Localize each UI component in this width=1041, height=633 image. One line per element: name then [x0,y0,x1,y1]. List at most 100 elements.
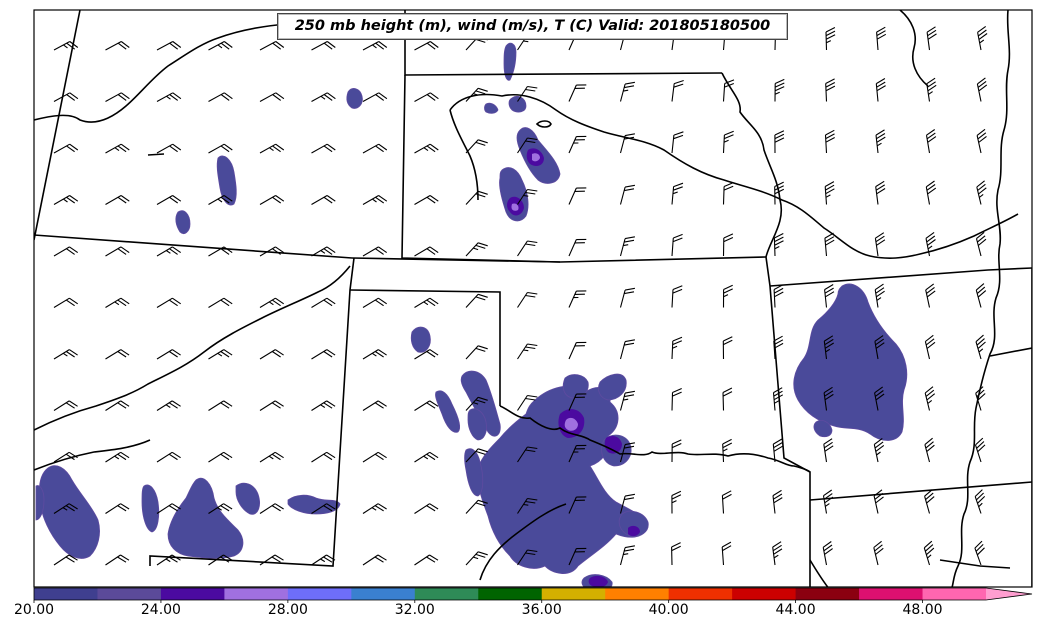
field-streak-3 [410,326,431,353]
wind-barb [671,79,684,102]
wind-barb [53,195,79,205]
wind-barb [823,335,834,360]
colorbar-swatch [795,588,860,600]
wind-barb [465,242,488,257]
wind-barb [259,246,285,257]
colorbar-tick-label: 28.00 [267,602,308,618]
wind-barb [925,180,937,205]
wind-barb [259,195,285,205]
wind-barb [259,143,285,154]
wind-barb [875,180,886,205]
wind-barb [517,446,538,463]
wind-barb [671,336,683,360]
wind-barb [311,92,336,102]
wind-barb [619,184,635,205]
wind-barb [774,78,785,102]
wind-barb [53,297,79,308]
wind-barb [259,41,285,51]
wind-barb [465,345,488,360]
wind-barb [774,181,785,205]
field-blob-tx-se [618,510,649,537]
wind-barb [105,503,130,514]
colorbar-swatch [34,588,98,600]
field-streak-1 [460,370,501,437]
wind-barb [924,334,936,360]
wind-barb [53,246,79,257]
wind-barb [156,349,181,360]
colorbar-tick-label: 24.00 [140,602,181,618]
wind-barb [465,448,488,463]
boundary-ut-west [34,10,81,241]
wind-barb [105,400,130,411]
wind-barb [311,349,336,360]
wind-barb [259,554,284,566]
wind-barb [772,438,783,463]
wind-barb [874,283,885,308]
wind-barb [974,437,986,463]
wind-barb [671,490,682,514]
wind-barb [208,41,233,51]
wind-barb [517,549,538,566]
wind-barb [875,129,886,154]
wind-barb [823,386,834,411]
field-highlight-ks [532,153,540,162]
wind-barb [975,334,986,360]
wind-barb [925,129,937,154]
wind-barb [568,290,587,308]
wind-barb [824,284,835,308]
wind-barb [53,400,78,411]
wind-barb [824,232,835,257]
wind-barb [465,551,488,566]
wind-barb [977,25,988,51]
wind-barb [311,554,336,566]
wind-barb [772,489,783,514]
wind-barb [362,349,387,360]
wind-barb [773,284,784,308]
wind-barb [362,554,387,566]
wind-barb [53,143,79,154]
wind-barb [156,41,182,51]
wind-barb [825,27,836,51]
wind-barb [923,540,935,566]
wind-barb [105,297,130,308]
wind-barb [156,246,182,257]
field-core-tx-ne [604,436,622,454]
colorbar-tick-label: 40.00 [648,602,689,618]
wind-barb [259,503,284,514]
wind-barb [465,293,488,308]
boundary-tx-river [479,503,567,581]
wind-barb [156,503,181,514]
wind-barb [875,78,886,102]
boundary-nm-river [34,439,151,471]
wind-barb [517,343,538,360]
wind-barb [773,233,784,257]
wind-barb [208,400,233,411]
wind-barb [156,195,182,205]
wind-barb [311,400,336,411]
colorbar-swatch [605,588,670,600]
wind-barb [925,231,936,257]
wind-barb [619,236,635,257]
colorbar-swatch [859,588,924,600]
wind-barb [825,78,836,102]
wind-barb [568,393,587,411]
colorbar-tick-label: 32.00 [394,602,435,618]
field-blob-az-3 [141,484,160,533]
wind-barb [568,496,587,514]
wind-barb [414,92,439,102]
wind-barbs [53,25,988,566]
wind-barb [722,130,734,154]
wind-barb [925,283,936,308]
colorbar-swatch [668,588,733,600]
wind-barb [924,489,935,514]
field-blob-nm-2 [235,482,260,515]
wind-barb [414,297,439,308]
wind-barb [311,297,336,308]
boundary-ne-river [449,109,479,201]
wind-barb [722,233,734,257]
wind-barb [362,195,388,205]
wind-barb [721,490,732,514]
wind-barb [517,240,538,257]
wind-barb [105,195,130,205]
wind-barb [824,129,835,154]
